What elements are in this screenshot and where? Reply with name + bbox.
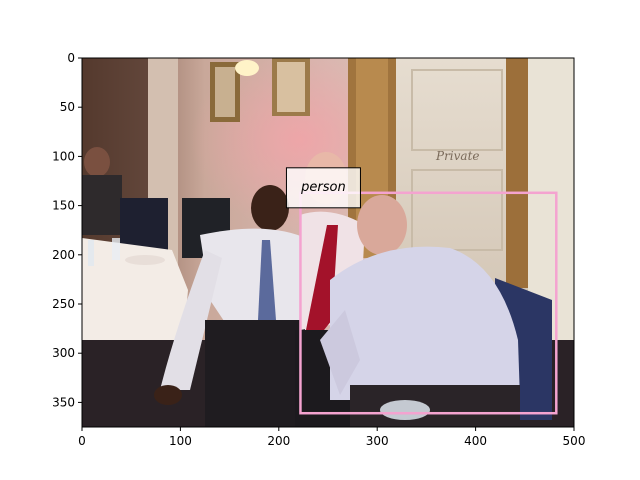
y-tick-label: 150	[52, 199, 75, 213]
y-tick-label: 300	[52, 346, 75, 360]
y-tick-label: 350	[52, 395, 75, 409]
detection-box	[299, 191, 558, 415]
x-tick-label: 400	[464, 434, 487, 448]
x-tick-label: 100	[169, 434, 192, 448]
y-tick-label: 200	[52, 248, 75, 262]
y-tick-label: 100	[52, 149, 75, 163]
photo: Private	[82, 58, 574, 427]
detections: person	[285, 167, 558, 415]
y-tick-label: 0	[67, 51, 75, 65]
svg-text:Private: Private	[435, 149, 480, 163]
axes-frame	[81, 57, 575, 428]
x-tick-label: 200	[267, 434, 290, 448]
y-tick-label: 250	[52, 297, 75, 311]
y-axis-ticks: 0 50 100 150 200 250 300 350	[52, 51, 82, 409]
x-tick-label: 500	[563, 434, 586, 448]
x-tick-label: 0	[78, 434, 86, 448]
x-axis-ticks: 0 100 200 300 400 500	[78, 427, 585, 448]
y-tick-label: 50	[60, 100, 75, 114]
x-tick-label: 300	[366, 434, 389, 448]
detection-label: person	[300, 180, 346, 195]
detection-label-box	[285, 167, 361, 209]
